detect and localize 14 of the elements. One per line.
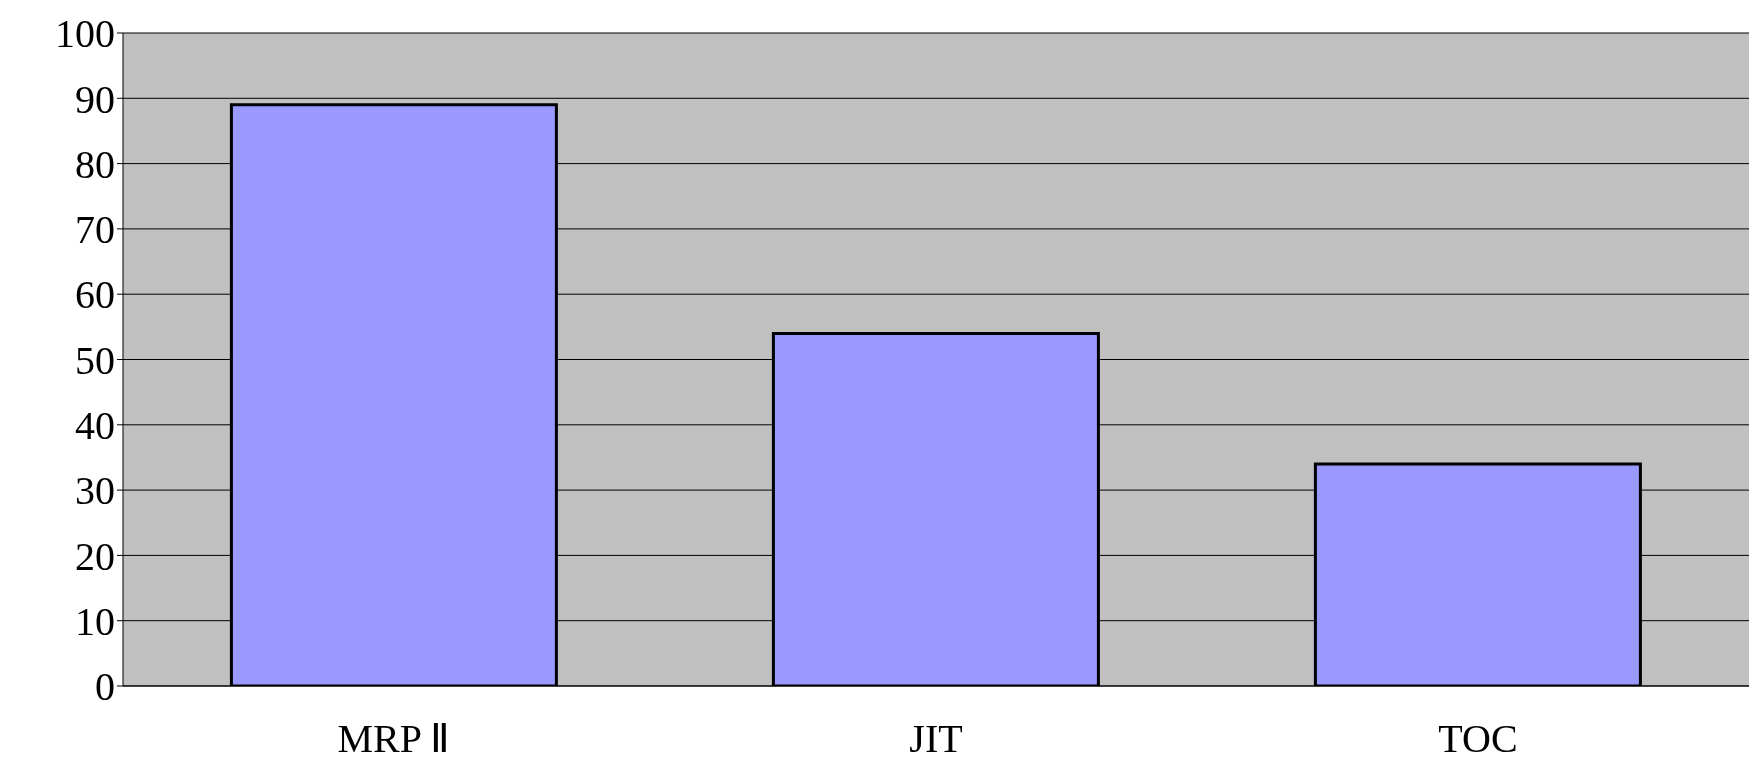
- y-tick-label: 60: [75, 272, 115, 318]
- x-tick-label: JIT: [909, 716, 963, 762]
- y-tick-label: 70: [75, 207, 115, 253]
- y-tick-label: 80: [75, 141, 115, 187]
- y-tick-label: 40: [75, 403, 115, 448]
- y-tick-label: 0: [95, 664, 115, 710]
- y-tick-label: 50: [75, 337, 115, 383]
- y-tick-label: 30: [75, 468, 115, 514]
- y-tick-label: 10: [75, 598, 115, 644]
- y-tick-label: 20: [75, 533, 115, 579]
- x-tick-label: TOC: [1438, 716, 1518, 762]
- y-tick-label: 100: [55, 11, 115, 57]
- y-tick-label: 90: [75, 76, 115, 122]
- x-tick-label: MRP Ⅱ: [337, 716, 451, 762]
